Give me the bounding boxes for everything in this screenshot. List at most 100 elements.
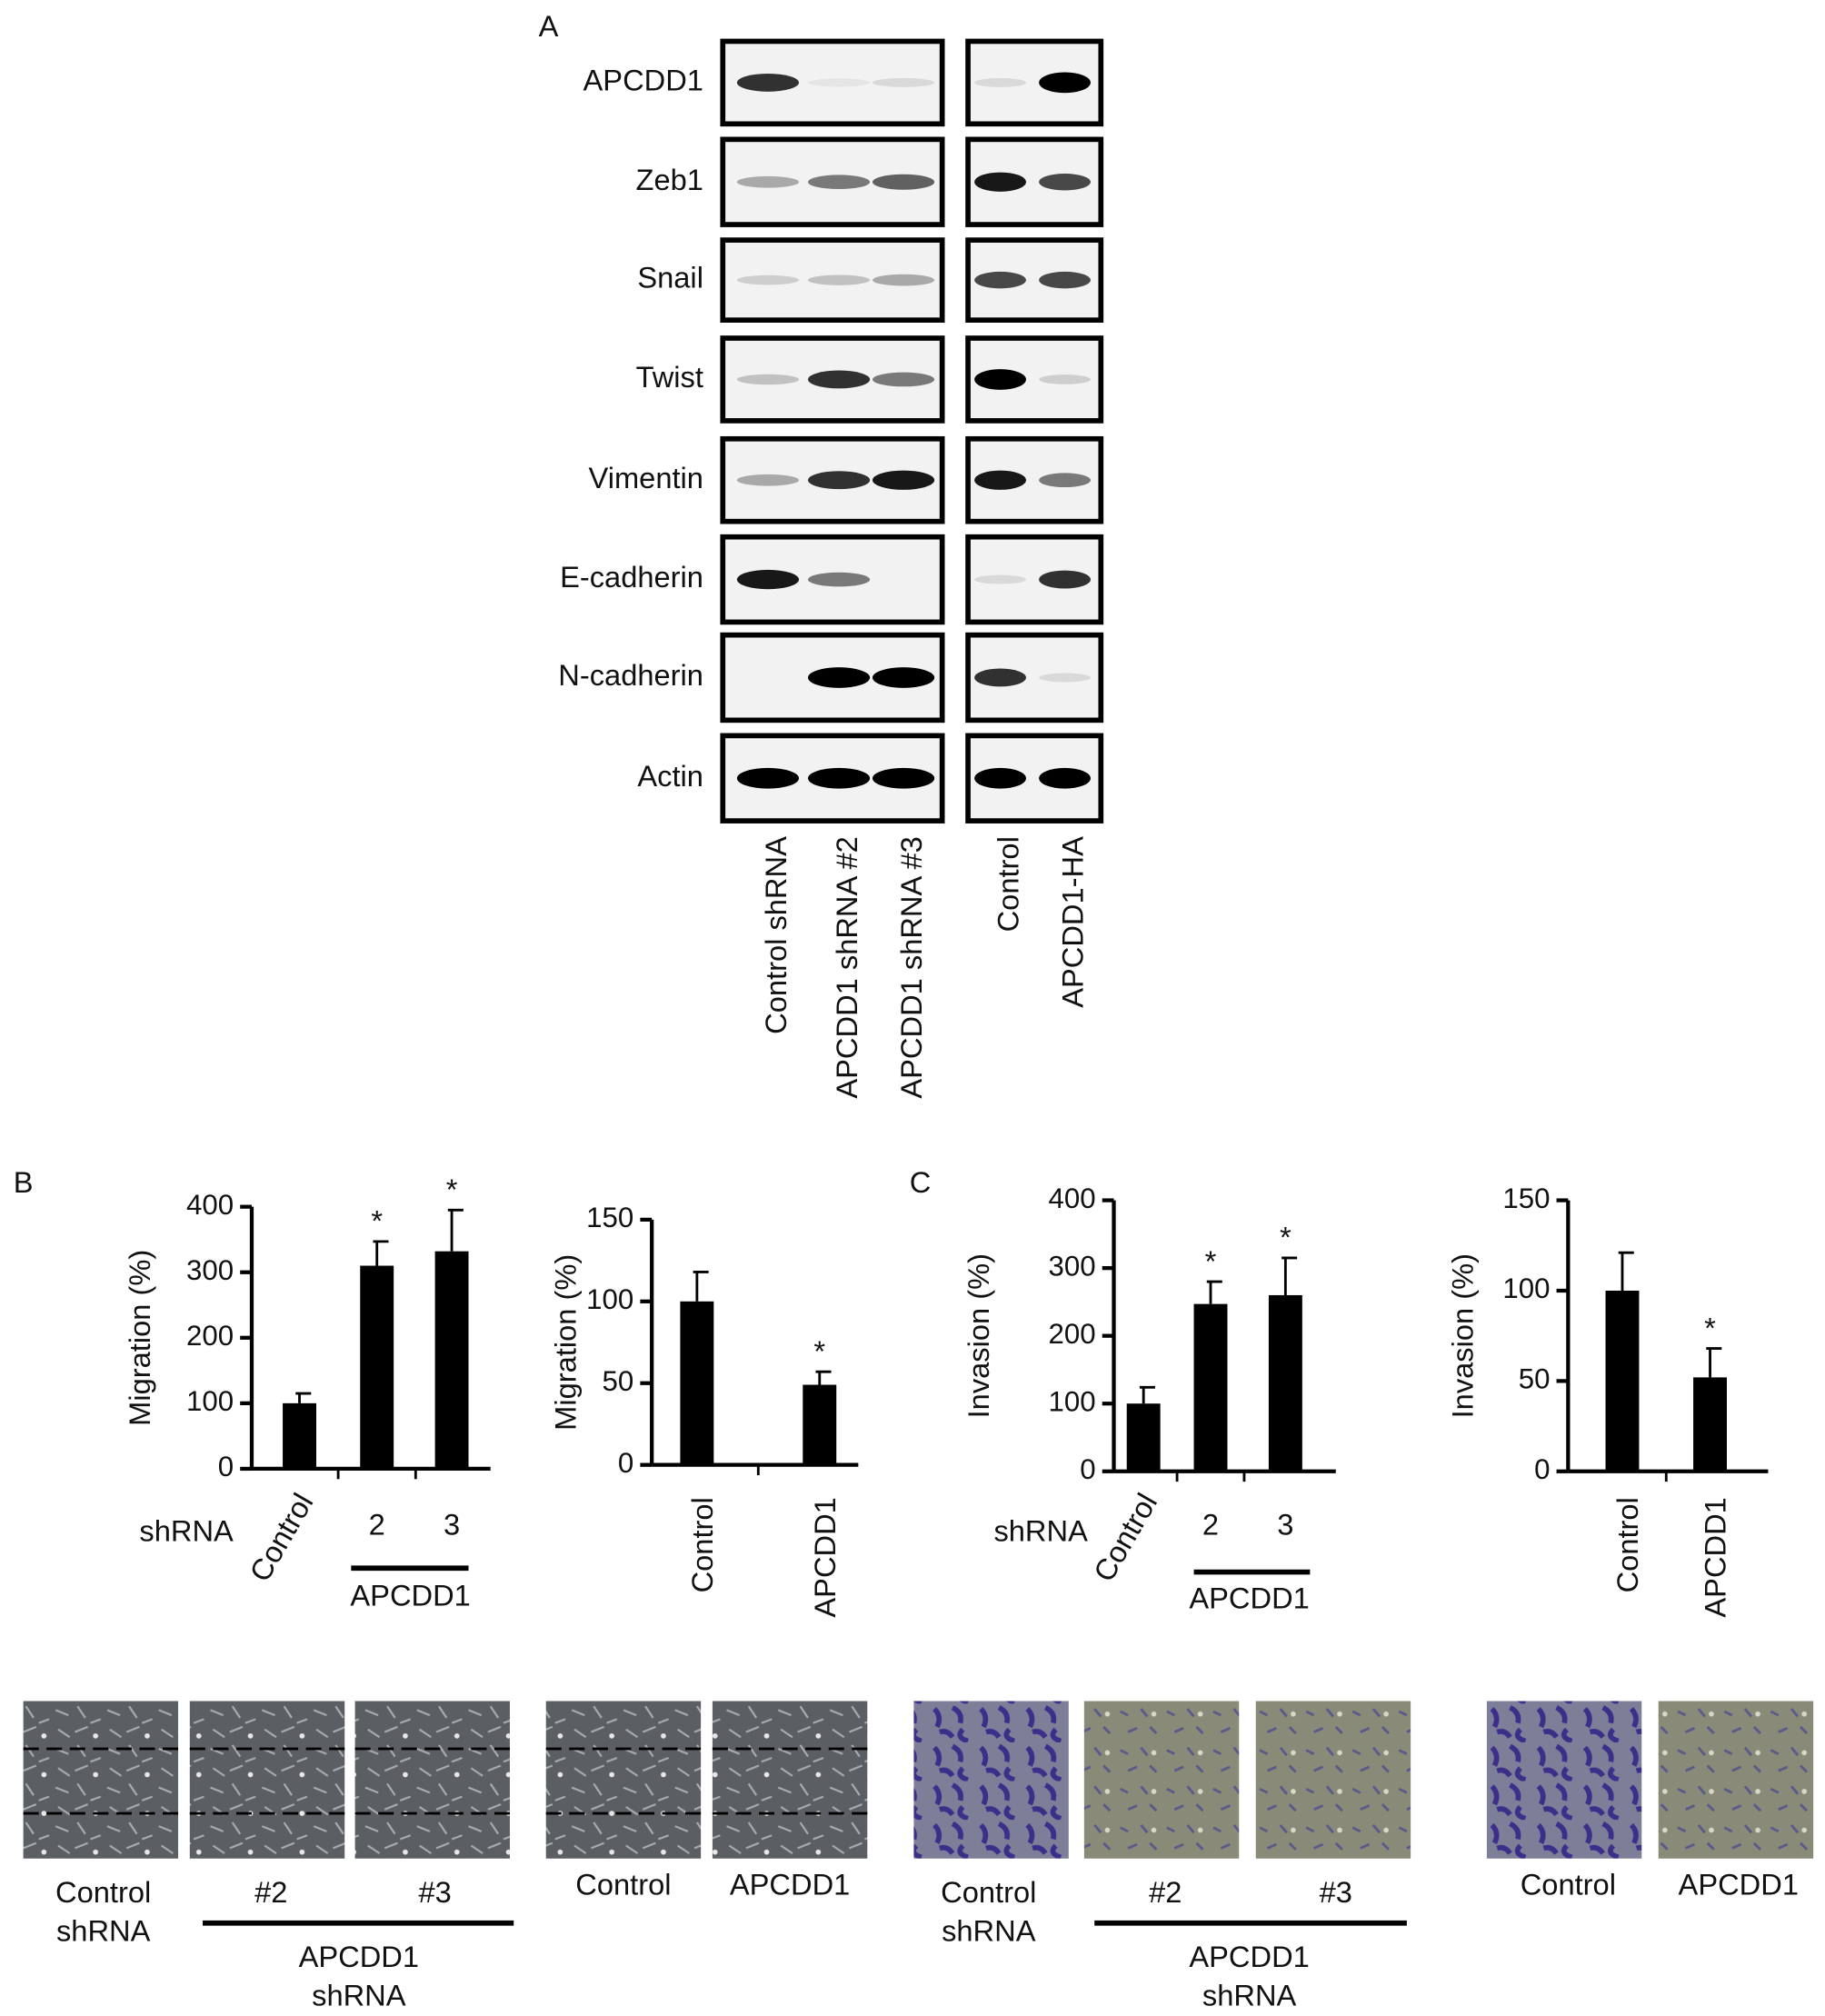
error-bar [1706, 1347, 1722, 1378]
band [736, 374, 800, 385]
band [807, 78, 871, 87]
band [872, 767, 935, 789]
y-axis-label: Invasion (%) [962, 1253, 995, 1418]
band [1039, 473, 1091, 488]
band [974, 668, 1026, 687]
significance-marker: * [1205, 1244, 1217, 1278]
x-tick-label: Control [1087, 1487, 1164, 1587]
protein-label: Vimentin [589, 461, 703, 494]
bar [1193, 1303, 1228, 1472]
y-tick-label: 150 [1502, 1183, 1550, 1214]
band [974, 172, 1026, 192]
image-label: shRNA [56, 1914, 151, 1948]
significance-marker: * [1704, 1311, 1716, 1344]
y-tick-label: 400 [186, 1189, 234, 1221]
bar [1693, 1377, 1728, 1472]
band [872, 470, 935, 490]
x-prefix: shRNA [993, 1514, 1088, 1548]
micrograph [1083, 1701, 1240, 1859]
error-bar [1281, 1256, 1298, 1295]
bar [434, 1251, 469, 1469]
x-tick-label: 3 [444, 1507, 460, 1541]
micrograph [1658, 1701, 1814, 1859]
band [872, 274, 935, 286]
protein-label: APCDD1 [583, 64, 703, 97]
band [736, 175, 800, 188]
error-bar [295, 1392, 312, 1403]
lane-label: Control shRNA [759, 836, 793, 1034]
y-axis-label: Migration (%) [123, 1250, 156, 1426]
micrograph [545, 1701, 702, 1859]
y-tick-label: 0 [1534, 1453, 1550, 1485]
y-tick-label: 50 [603, 1365, 634, 1397]
group-label: shRNA [312, 1979, 406, 2012]
bar [360, 1265, 394, 1469]
figure-layer: A B C APCDD1 Zeb1 Snail Twist Vimentin E-cadheri… [14, 9, 1814, 2012]
band [974, 574, 1026, 584]
band [1039, 767, 1091, 789]
band [807, 767, 871, 789]
bar [283, 1402, 316, 1469]
band [1039, 673, 1091, 683]
x-tick-label: Control [1611, 1497, 1644, 1592]
image-label: #3 [1320, 1875, 1352, 1909]
panel-label: C [910, 1165, 932, 1199]
band [736, 767, 800, 789]
band [974, 271, 1026, 289]
micrograph [913, 1701, 1069, 1859]
group-label: APCDD1 [1189, 1581, 1309, 1614]
x-tick-label: Control [243, 1487, 320, 1587]
y-tick-label: 300 [1049, 1250, 1096, 1282]
image-label: Control [575, 1868, 671, 1901]
error-bar [1206, 1280, 1222, 1304]
image-label: #2 [254, 1875, 287, 1909]
protein-label: Actin [637, 759, 703, 793]
y-tick-label: 400 [1049, 1183, 1096, 1214]
lane-label: APCDD1-HA [1056, 836, 1090, 1008]
band [974, 369, 1026, 390]
micrograph [189, 1701, 345, 1859]
y-tick-label: 50 [1519, 1363, 1551, 1395]
y-axis-label: Migration (%) [548, 1254, 582, 1431]
protein-label: Zeb1 [636, 163, 703, 196]
x-tick-label: APCDD1 [808, 1497, 842, 1617]
band [1039, 374, 1091, 384]
y-tick-label: 200 [1049, 1318, 1096, 1350]
band [1039, 271, 1091, 289]
error-bar [693, 1271, 709, 1302]
x-tick-label: APCDD1 [1699, 1497, 1732, 1617]
y-tick-label: 0 [618, 1447, 633, 1479]
bar [1126, 1403, 1161, 1472]
band [974, 767, 1026, 789]
bar [680, 1301, 714, 1465]
significance-marker: * [1280, 1221, 1291, 1254]
blot-box [720, 237, 945, 323]
y-tick-label: 100 [186, 1385, 234, 1417]
group-label: APCDD1 [350, 1579, 470, 1612]
band [1039, 72, 1091, 94]
y-tick-label: 0 [1080, 1453, 1095, 1485]
error-bar [815, 1370, 832, 1385]
significance-marker: * [813, 1334, 825, 1368]
band [736, 274, 800, 285]
image-label: shRNA [942, 1914, 1036, 1948]
band [872, 667, 935, 688]
band [1039, 570, 1091, 589]
image-label: APCDD1 [1679, 1868, 1799, 1901]
micrograph [1255, 1701, 1411, 1859]
y-axis-label: Invasion (%) [1445, 1253, 1479, 1418]
bar [1605, 1290, 1640, 1472]
band [807, 175, 871, 190]
protein-label: Twist [636, 360, 703, 394]
x-tick-label: 2 [1202, 1507, 1219, 1541]
band [736, 569, 800, 590]
band [807, 274, 871, 285]
band [807, 572, 871, 587]
y-tick-label: 150 [586, 1202, 633, 1233]
error-bar [447, 1208, 464, 1252]
micrograph [354, 1701, 510, 1859]
group-label: shRNA [1202, 1979, 1297, 2012]
band [1039, 173, 1091, 191]
